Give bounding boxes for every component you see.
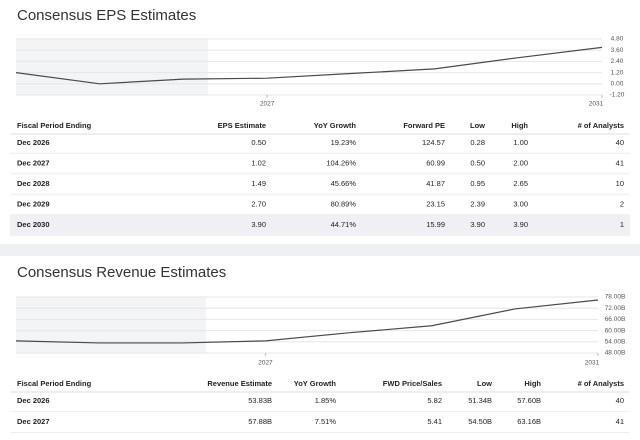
- column-header: Fiscal Period Ending: [17, 379, 92, 388]
- section-title: Consensus Revenue Estimates: [17, 264, 226, 281]
- y-tick-label: 4.80: [611, 36, 624, 43]
- y-tick-label: 2.40: [611, 58, 624, 65]
- y-tick-label: -1.20: [610, 92, 625, 99]
- table-cell: 41.87: [426, 179, 445, 188]
- table-cell: Dec 2027: [17, 158, 50, 167]
- y-tick-label: 66.00B: [605, 316, 626, 323]
- table-cell: 2.65: [513, 179, 528, 188]
- table-cell: 57.60B: [517, 396, 541, 405]
- table-cell: 41: [616, 158, 624, 167]
- table-cell: 53.83B: [248, 396, 272, 405]
- y-tick-label: 48.00B: [605, 350, 626, 357]
- column-header: # of Analysts: [578, 121, 624, 130]
- table-cell: 0.50: [470, 158, 485, 167]
- table-cell: 0.50: [251, 138, 266, 147]
- table-cell: 3.00: [513, 199, 528, 208]
- table-cell: 0.28: [470, 138, 485, 147]
- table-cell: Dec 2027: [17, 417, 50, 426]
- table-cell: 3.90: [251, 220, 266, 229]
- table-cell: 104.26%: [326, 158, 356, 167]
- table-cell: 2.39: [470, 199, 485, 208]
- table-cell: 44.71%: [331, 220, 357, 229]
- section-gap: [0, 244, 640, 256]
- column-header: Fiscal Period Ending: [17, 121, 92, 130]
- line-series: [15, 46, 603, 85]
- row-highlight: [10, 214, 630, 236]
- table-cell: 60.99: [426, 158, 445, 167]
- table-cell: 10: [616, 179, 624, 188]
- x-tick-label: 2027: [260, 101, 275, 108]
- table-cell: 23.15: [426, 199, 445, 208]
- column-header: Low: [477, 379, 492, 388]
- table-cell: 5.41: [427, 417, 442, 426]
- y-tick-label: 0.00: [611, 81, 624, 88]
- section-title: Consensus EPS Estimates: [17, 7, 196, 24]
- y-tick-label: 60.00B: [605, 327, 626, 334]
- table-cell: 63.16B: [517, 417, 541, 426]
- table-cell: 2: [620, 199, 624, 208]
- table-cell: 80.89%: [331, 199, 357, 208]
- column-header: YoY Growth: [314, 121, 357, 130]
- table-cell: Dec 2030: [17, 220, 50, 229]
- table-cell: 7.51%: [315, 417, 337, 426]
- y-tick-label: 3.60: [611, 47, 624, 54]
- table-cell: 3.90: [513, 220, 528, 229]
- y-tick-label: 1.20: [611, 69, 624, 76]
- table-cell: 2.00: [513, 158, 528, 167]
- column-header: EPS Estimate: [218, 121, 266, 130]
- y-tick-label: 78.00B: [605, 294, 626, 301]
- table-cell: Dec 2026: [17, 396, 50, 405]
- table-cell: Dec 2028: [17, 179, 50, 188]
- column-header: YoY Growth: [294, 379, 337, 388]
- table-cell: 1.00: [513, 138, 528, 147]
- table-cell: 0.95: [470, 179, 485, 188]
- table-cell: 1.85%: [315, 396, 337, 405]
- x-tick-label: 2031: [589, 101, 604, 108]
- table-cell: 57.88B: [248, 417, 272, 426]
- column-header: Forward PE: [403, 121, 445, 130]
- line-series: [15, 299, 599, 344]
- table-cell: 54.50B: [468, 417, 492, 426]
- column-header: Revenue Estimate: [207, 379, 272, 388]
- table-cell: 1.02: [251, 158, 266, 167]
- table-cell: 1: [620, 220, 624, 229]
- table-cell: 15.99: [426, 220, 445, 229]
- table-cell: 124.57: [422, 138, 445, 147]
- table-cell: Dec 2029: [17, 199, 50, 208]
- history-shade: [16, 39, 208, 95]
- column-header: FWD Price/Sales: [383, 379, 442, 388]
- table-cell: Dec 2026: [17, 138, 50, 147]
- column-header: High: [524, 379, 541, 388]
- x-tick-label: 2027: [258, 360, 273, 367]
- column-header: Low: [470, 121, 485, 130]
- table-cell: 40: [616, 396, 624, 405]
- y-tick-label: 54.00B: [605, 339, 626, 346]
- x-tick-label: 2031: [585, 360, 600, 367]
- column-header: # of Analysts: [578, 379, 624, 388]
- table-cell: 3.90: [470, 220, 485, 229]
- table-cell: 45.66%: [331, 179, 357, 188]
- table-cell: 51.34B: [468, 396, 492, 405]
- table-cell: 5.82: [427, 396, 442, 405]
- table-cell: 40: [616, 138, 624, 147]
- column-header: High: [511, 121, 528, 130]
- table-cell: 2.70: [251, 199, 266, 208]
- history-shade: [16, 297, 206, 353]
- table-cell: 1.49: [251, 179, 266, 188]
- table-cell: 19.23%: [331, 138, 357, 147]
- table-cell: 41: [616, 417, 624, 426]
- y-tick-label: 72.00B: [605, 305, 626, 312]
